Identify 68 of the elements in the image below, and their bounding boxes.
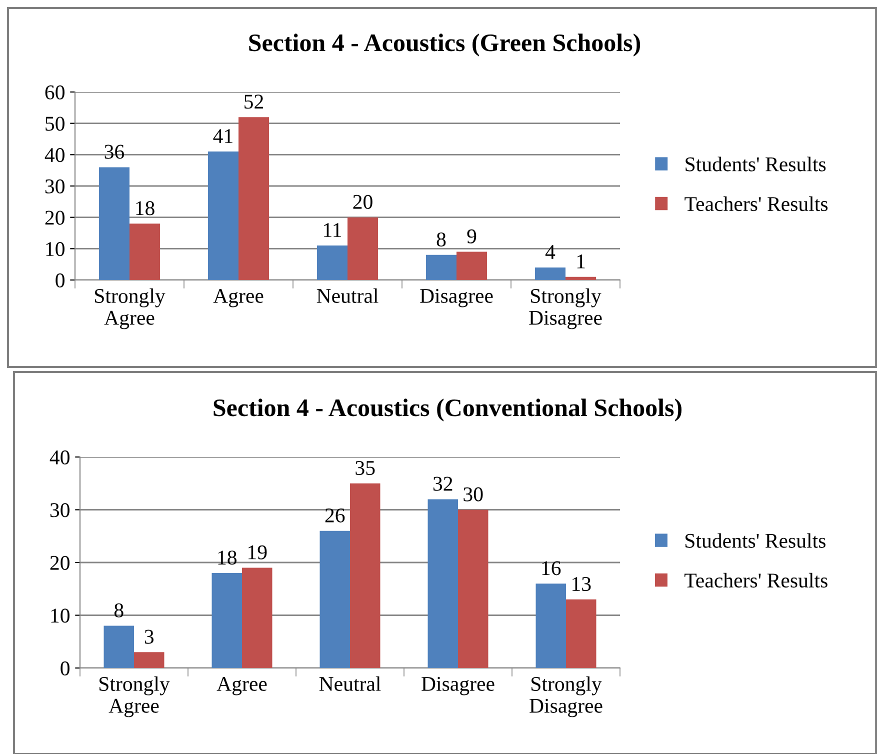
data-label: 32 (433, 476, 452, 491)
data-label: 26 (325, 508, 345, 522)
bar (348, 217, 378, 280)
bar (316, 246, 348, 280)
legend-label: Teachers' Results (684, 196, 828, 212)
x-tick-label: Disagree (422, 676, 494, 696)
chart-title: Section 4 - Acoustics (Green Schools) (249, 34, 640, 56)
y-tick-label: 40 (50, 450, 70, 464)
y-tick-label: 10 (51, 608, 70, 623)
data-label: 13 (572, 577, 591, 592)
bar (242, 568, 272, 668)
x-tick-label: Strongly Disagree (529, 288, 602, 330)
bar (320, 530, 350, 668)
data-label: 18 (136, 201, 154, 216)
bar (238, 117, 270, 280)
data-label: 4 (545, 245, 556, 259)
legend-label: Teachers' Results (684, 572, 828, 588)
y-tick-label: 30 (50, 503, 70, 518)
bar (212, 573, 242, 668)
bar (428, 499, 458, 668)
bar (458, 510, 488, 668)
x-tick-label: Disagree (420, 288, 493, 308)
data-label: 11 (324, 223, 342, 237)
data-label: 20 (353, 194, 372, 209)
y-tick-label: 10 (46, 242, 64, 256)
data-label: 18 (218, 550, 236, 565)
bar (98, 167, 130, 280)
y-tick-label: 60 (45, 85, 64, 100)
y-tick-label: 0 (60, 661, 70, 676)
x-tick-label: Strongly Agree (100, 676, 170, 718)
bar (534, 267, 566, 280)
data-label: 1 (577, 254, 585, 268)
bar (208, 152, 238, 280)
legend-label: Students' Results (686, 156, 826, 172)
bar (104, 626, 134, 668)
data-label: 19 (248, 545, 267, 560)
bar (134, 652, 164, 668)
data-label: 35 (356, 460, 375, 475)
data-label: 8 (114, 603, 124, 618)
legend-label: Students' Results (686, 533, 826, 548)
y-tick-label: 20 (45, 210, 64, 225)
data-label: 41 (213, 129, 232, 143)
x-tick-label: Strongly Agree (95, 288, 166, 330)
data-label: 36 (104, 144, 124, 159)
x-tick-label: Agree (216, 676, 267, 696)
y-tick-label: 0 (56, 273, 64, 288)
x-tick-label: Agree (213, 288, 264, 308)
bar (536, 584, 566, 668)
bar (456, 252, 488, 280)
bar (566, 276, 596, 280)
y-tick-label: 40 (44, 148, 64, 162)
y-tick-label: 30 (45, 179, 64, 194)
data-label: 30 (464, 487, 483, 502)
data-label: 8 (436, 232, 446, 247)
x-tick-label: Neutral (316, 288, 378, 303)
bar (130, 224, 160, 280)
bar (426, 254, 456, 280)
data-label: 16 (542, 561, 561, 576)
data-label: 3 (144, 630, 154, 644)
chart-title: Section 4 - Acoustics (Conventional Schools) (214, 398, 682, 422)
data-label: 9 (467, 229, 476, 244)
y-tick-label: 50 (46, 116, 64, 131)
bar (566, 599, 596, 668)
x-tick-label: Neutral (319, 676, 381, 691)
bar (350, 483, 380, 668)
x-tick-label: Strongly Disagree (530, 676, 602, 718)
data-label: 52 (244, 94, 264, 109)
y-tick-label: 20 (50, 556, 70, 570)
